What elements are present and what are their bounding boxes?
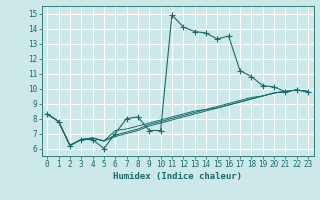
X-axis label: Humidex (Indice chaleur): Humidex (Indice chaleur) [113,172,242,181]
